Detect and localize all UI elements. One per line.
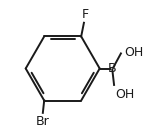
Text: B: B — [108, 62, 116, 75]
Text: OH: OH — [115, 88, 134, 101]
Text: OH: OH — [124, 46, 144, 58]
Text: Br: Br — [36, 115, 50, 128]
Text: F: F — [82, 8, 89, 21]
